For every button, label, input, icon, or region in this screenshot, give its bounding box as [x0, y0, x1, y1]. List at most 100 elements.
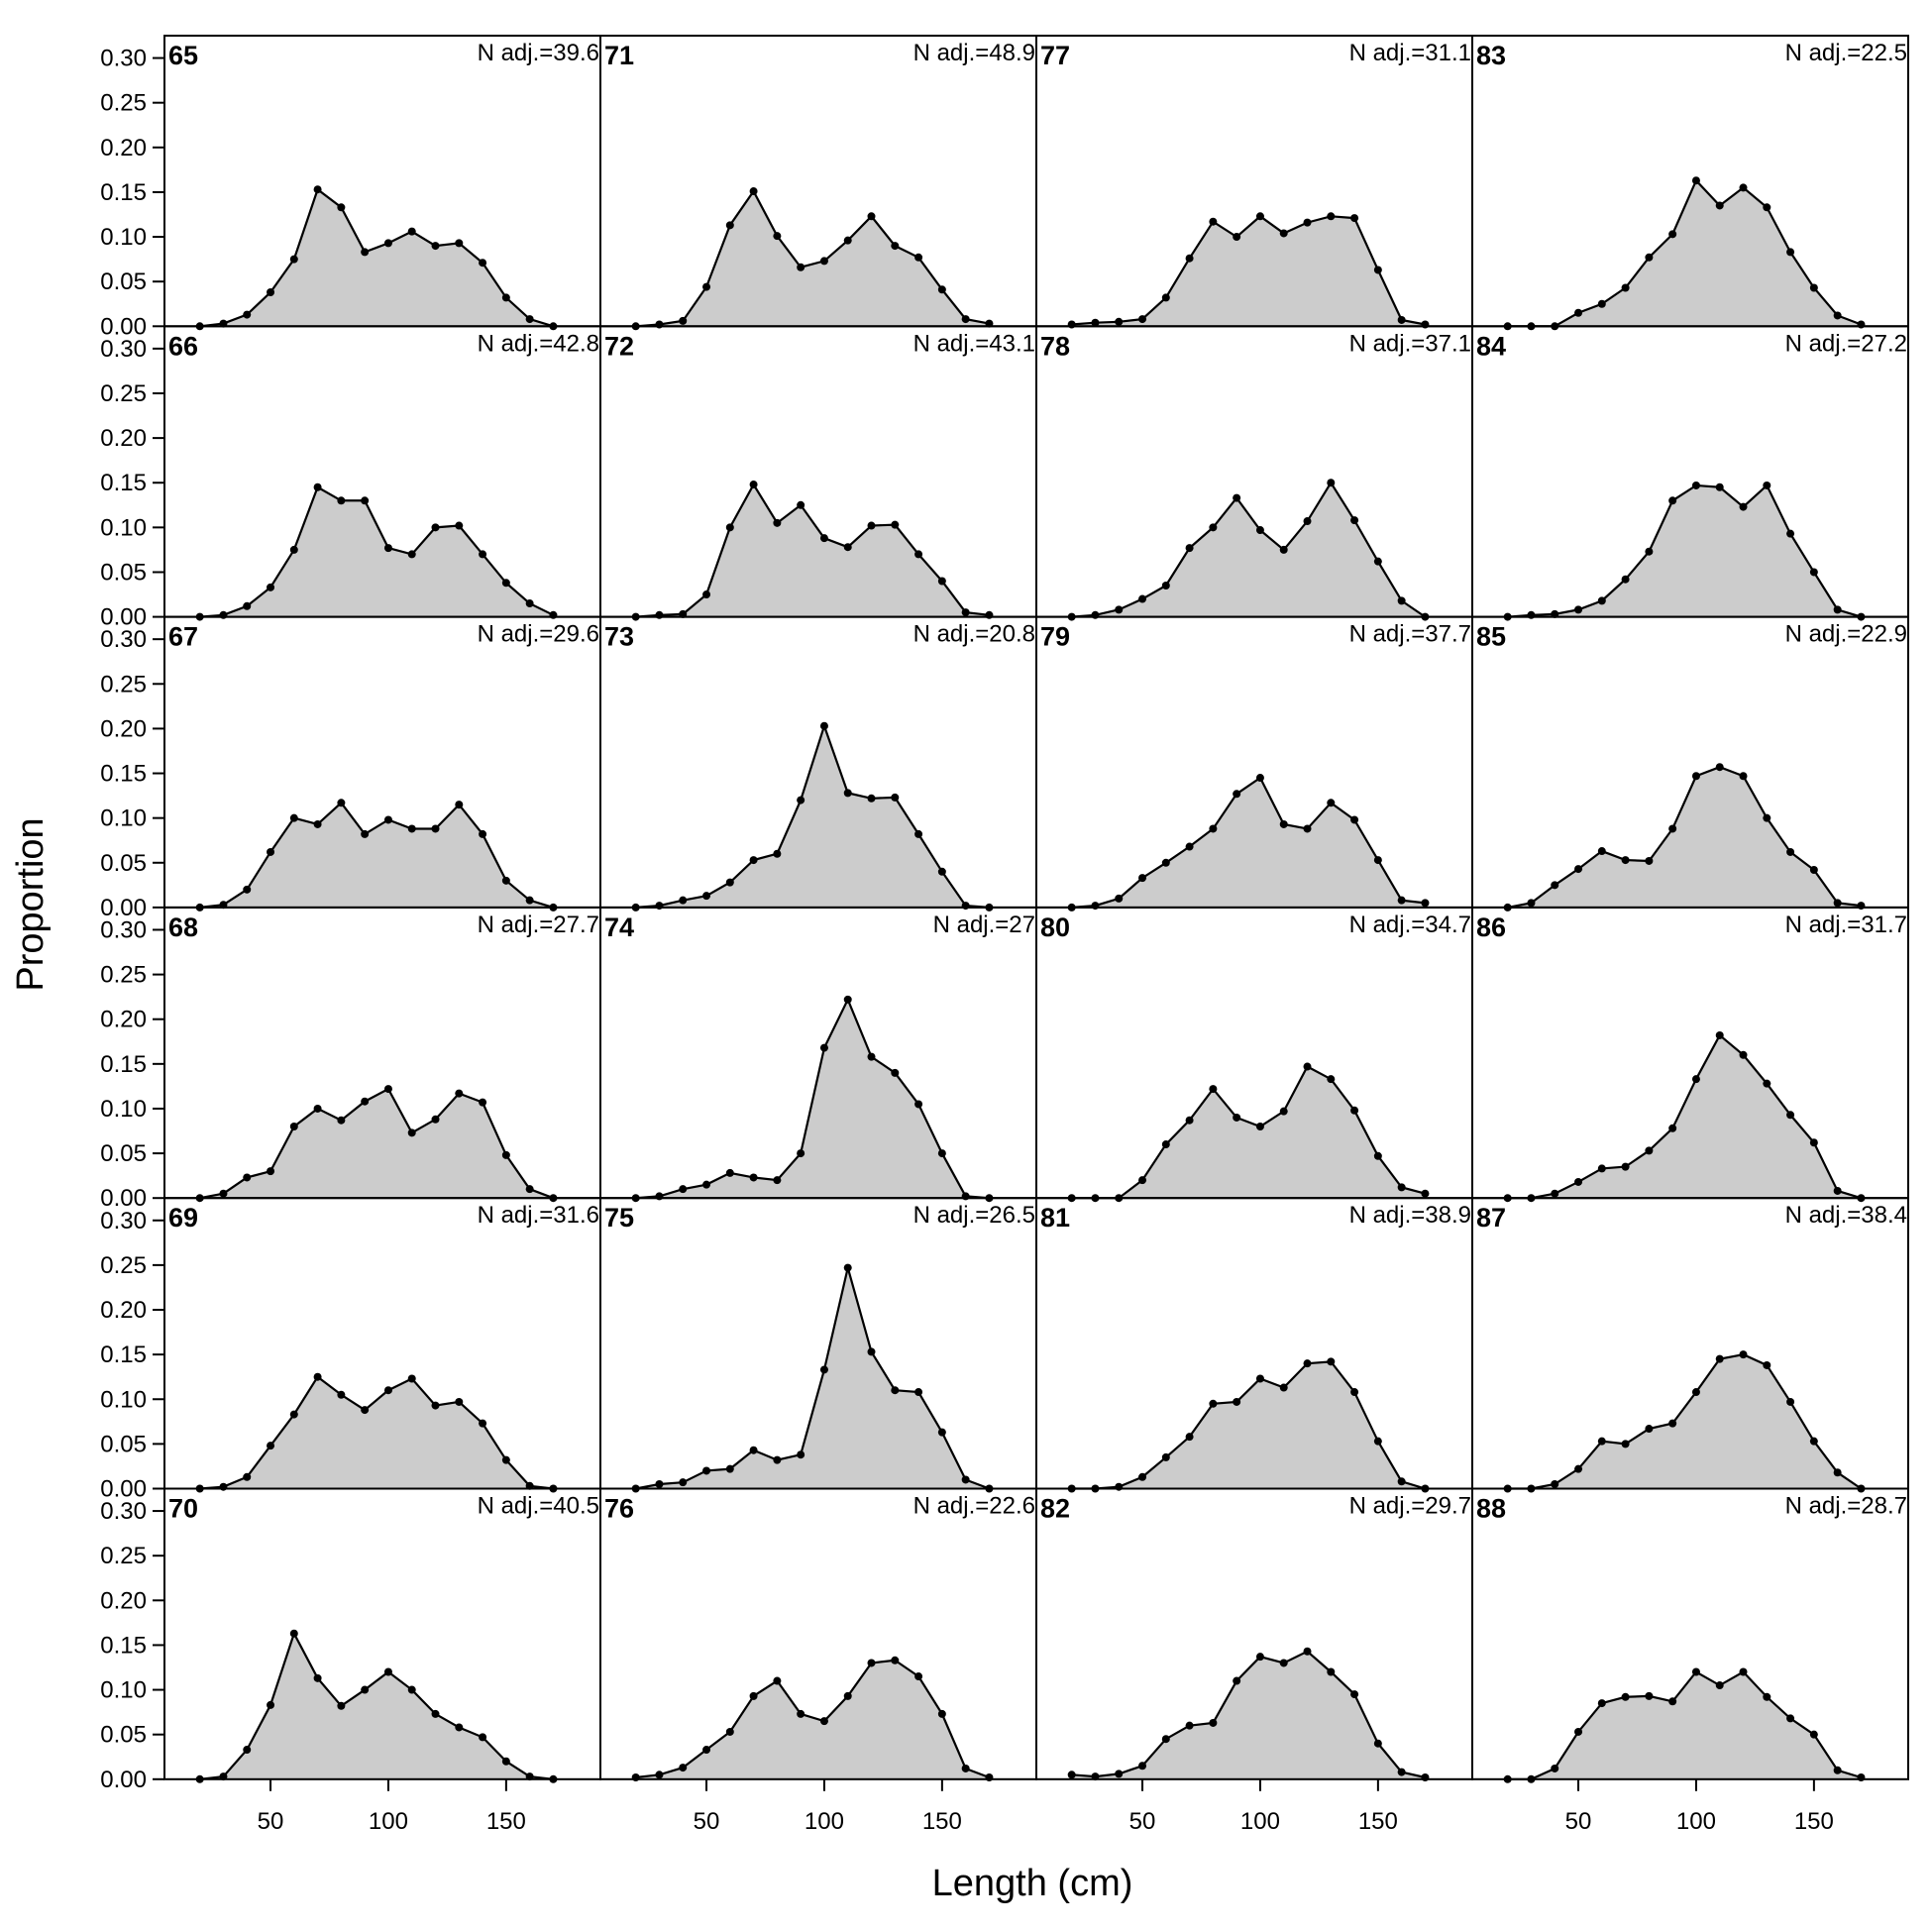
series-line: [1507, 1670, 1862, 1780]
x-tick-label: 100: [369, 1808, 408, 1835]
data-point: [1668, 824, 1677, 833]
y-tick-label: 0.30: [100, 336, 147, 363]
data-point: [773, 232, 782, 241]
data-point: [407, 1374, 416, 1383]
data-point: [1303, 517, 1312, 526]
data-point: [937, 285, 946, 294]
panel-84: 84 N adj.=27.2: [1471, 325, 1909, 621]
panel-n-label: N adj.=27.7: [478, 912, 599, 938]
y-tick-label: 0.15: [100, 470, 147, 496]
data-point: [1138, 1762, 1147, 1771]
data-point: [1209, 217, 1218, 226]
panel-year-label: 82: [1040, 1494, 1070, 1524]
data-point: [1209, 1399, 1218, 1408]
data-point: [243, 1173, 252, 1182]
panel-n-label: N adj.=22.5: [1785, 40, 1907, 66]
panel-year-label: 84: [1476, 331, 1506, 361]
data-point: [1373, 266, 1382, 274]
y-tick-label: 0.10: [100, 224, 147, 251]
y-tick-label: 0.20: [100, 715, 147, 742]
data-point: [937, 867, 946, 876]
data-point: [361, 1406, 370, 1415]
data-point: [1833, 605, 1842, 614]
y-tick-label: 0.00: [100, 895, 147, 921]
data-point: [819, 257, 828, 266]
data-point: [1373, 856, 1382, 865]
x-tick-label: 50: [258, 1808, 284, 1835]
data-point: [1597, 1699, 1606, 1708]
data-point: [655, 1479, 664, 1488]
data-point: [1809, 1437, 1818, 1446]
data-point: [1715, 201, 1724, 210]
panel-n-label: N adj.=34.7: [1349, 912, 1471, 938]
data-point: [1350, 1388, 1359, 1397]
panel-65: 65 N adj.=39.6: [163, 35, 601, 331]
data-point: [1350, 516, 1359, 525]
panel-68: 68 N adj.=27.7: [163, 906, 601, 1203]
series-line: [1071, 1360, 1426, 1490]
y-tick-label: 0.30: [100, 1498, 147, 1525]
x-axis: 50 100 150 50 100 150 50 100 150 50 100 150: [258, 1778, 1834, 1835]
data-point: [1279, 545, 1288, 554]
data-point: [337, 1116, 346, 1125]
area-fill: [635, 484, 990, 617]
panel-87: 87 N adj.=38.4: [1471, 1197, 1909, 1493]
x-tick-label: 100: [1676, 1808, 1716, 1835]
panel-year-label: 71: [604, 41, 634, 70]
data-point: [1397, 1477, 1406, 1486]
data-point: [361, 496, 370, 505]
data-point: [1161, 1140, 1170, 1149]
panel-n-label: N adj.=37.7: [1349, 621, 1471, 648]
data-point: [1668, 1419, 1677, 1428]
data-point: [219, 1189, 228, 1198]
data-point: [337, 799, 346, 807]
data-point: [267, 1442, 275, 1450]
area-fill: [1071, 216, 1426, 327]
data-point: [383, 1085, 392, 1094]
y-tick-label: 0.00: [100, 1476, 147, 1503]
data-point: [1255, 774, 1264, 783]
data-point: [797, 796, 805, 805]
data-point: [1373, 557, 1382, 566]
data-point: [431, 824, 440, 833]
data-point: [725, 221, 734, 230]
data-point: [797, 1709, 805, 1718]
panel-year-label: 86: [1476, 912, 1506, 942]
data-point: [1739, 1667, 1748, 1676]
data-point: [1327, 1075, 1336, 1084]
data-point: [679, 896, 688, 905]
data-point: [243, 601, 252, 610]
panel-n-label: N adj.=29.7: [1349, 1493, 1471, 1520]
y-tick-label: 0.25: [100, 671, 147, 698]
data-point: [1161, 582, 1170, 590]
panel-85: 85 N adj.=22.9: [1471, 615, 1909, 912]
data-point: [1327, 1357, 1336, 1366]
series-line: [1071, 1065, 1426, 1200]
y-tick-label: 0.15: [100, 761, 147, 788]
panel-n-label: N adj.=31.6: [478, 1202, 599, 1229]
data-point: [749, 1446, 758, 1454]
data-point: [1809, 568, 1818, 577]
panel-n-label: N adj.=22.6: [913, 1493, 1035, 1520]
data-point: [407, 1685, 416, 1694]
data-point: [383, 1667, 392, 1676]
data-point: [337, 203, 346, 212]
data-point: [749, 1691, 758, 1700]
panel-n-label: N adj.=20.8: [913, 621, 1035, 648]
area-fill: [1071, 1361, 1426, 1489]
data-point: [725, 1464, 734, 1473]
data-point: [1373, 1739, 1382, 1748]
data-point: [1739, 502, 1748, 511]
data-point: [1833, 1468, 1842, 1477]
panel-66: 66 N adj.=42.8: [163, 325, 601, 621]
data-point: [797, 1450, 805, 1459]
data-point: [1833, 1766, 1842, 1774]
data-point: [702, 282, 711, 291]
data-point: [479, 1419, 487, 1428]
y-tick-label: 0.10: [100, 1096, 147, 1123]
panel-year-label: 83: [1476, 41, 1506, 70]
data-point: [1691, 1667, 1700, 1676]
data-point: [1233, 1676, 1241, 1685]
data-point: [1763, 1079, 1771, 1088]
